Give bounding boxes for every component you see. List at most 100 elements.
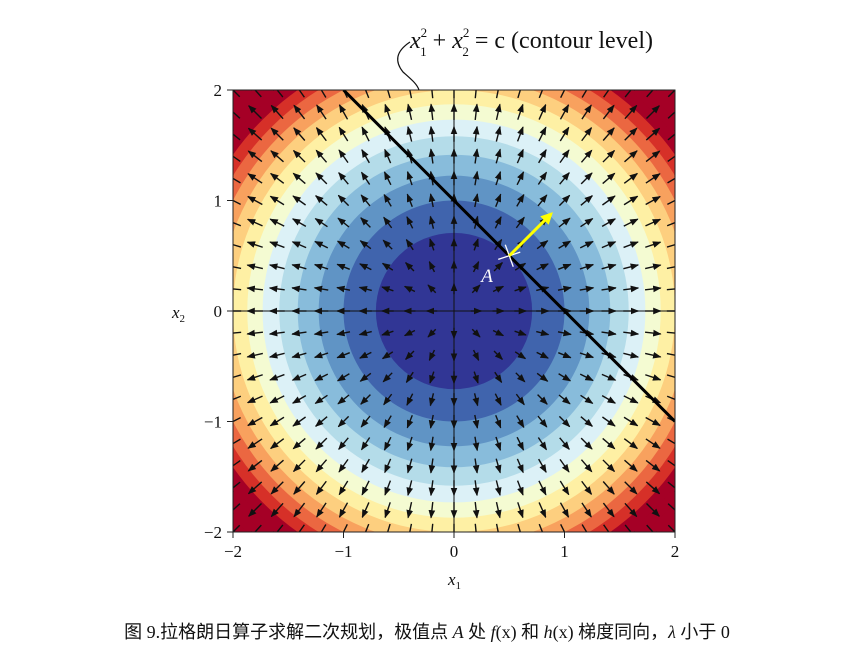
annotation-text: x2 1 + x2 2 = c (contour level) — [409, 25, 653, 59]
quiver-arrow — [292, 149, 306, 163]
quiver-arrow — [580, 149, 593, 163]
quiver-arrow — [516, 148, 524, 164]
quiver-arrow — [623, 241, 639, 249]
quiver-arrow — [581, 524, 592, 532]
quiver-arrow — [516, 193, 525, 207]
quiver-arrow — [494, 371, 503, 384]
quiver-arrow — [428, 414, 436, 429]
quiver-arrow — [292, 416, 307, 427]
quiver-arrow — [268, 263, 285, 271]
quiver-arrow — [270, 104, 284, 120]
quiver-arrow — [537, 194, 548, 207]
quiver-arrow — [292, 437, 306, 450]
quiver-arrow — [233, 90, 241, 98]
caption-mid2: 和 — [516, 622, 544, 642]
quiver-arrow — [517, 502, 524, 519]
quiver-arrow — [428, 458, 436, 474]
quiver-arrow — [406, 125, 414, 142]
quiver-arrow — [558, 217, 571, 228]
quiver-arrow — [269, 373, 285, 381]
quiver-arrow — [667, 417, 675, 426]
quiver-arrow — [384, 523, 391, 532]
y-axis-label: x2 — [171, 303, 185, 325]
quiver-arrow — [472, 170, 480, 186]
quiver-arrow — [557, 285, 572, 293]
quiver-arrow — [538, 480, 547, 496]
quiver-arrow — [428, 480, 436, 497]
quiver-arrow — [494, 125, 502, 142]
caption-hx: (x) — [552, 622, 574, 642]
caption-point: A — [452, 622, 464, 642]
quiver-arrow — [293, 90, 305, 98]
quiver-arrow — [246, 374, 263, 381]
quiver-arrow — [538, 126, 547, 142]
quiver-arrow — [361, 149, 370, 164]
quiver-arrow — [538, 149, 547, 164]
quiver-arrow — [431, 523, 434, 532]
quiver-arrow — [233, 196, 241, 205]
quiver-arrow — [602, 172, 616, 185]
quiver-arrow — [667, 173, 675, 184]
quiver-arrow — [494, 480, 502, 497]
y-tick-label: 0 — [214, 302, 223, 321]
quiver-arrow — [558, 240, 572, 249]
quiver-arrow — [472, 371, 479, 384]
quiver-arrow — [537, 171, 548, 185]
quiver-arrow — [666, 395, 675, 403]
quiver-arrow — [293, 104, 306, 120]
quiver-arrow — [536, 372, 549, 382]
quiver-arrow — [358, 285, 372, 293]
quiver-arrow — [292, 395, 307, 404]
quiver-arrow — [558, 415, 571, 428]
quiver-arrow — [246, 241, 263, 248]
quiver-arrow — [269, 172, 285, 184]
quiver-arrow — [645, 173, 661, 184]
quiver-arrow — [315, 172, 328, 185]
quiver-arrow — [558, 194, 571, 207]
quiver-arrow — [428, 148, 436, 164]
quiver-arrow — [667, 196, 675, 205]
quiver-arrow — [538, 103, 547, 120]
quiver-arrow — [429, 238, 436, 251]
quiver-arrow — [472, 501, 480, 519]
quiver-arrow — [409, 523, 413, 532]
quiver-arrow — [383, 436, 392, 451]
quiver-arrow — [247, 195, 263, 206]
quiver-arrow — [315, 195, 328, 206]
quiver-arrow — [291, 373, 307, 381]
quiver-arrow — [667, 481, 675, 494]
quiver-arrow — [559, 437, 570, 450]
quiver-arrow — [233, 438, 241, 449]
quiver-arrow — [602, 481, 615, 495]
quiver-arrow — [645, 438, 661, 449]
quiver-arrow — [362, 523, 370, 532]
y-tick-label: −2 — [204, 523, 222, 542]
quiver-arrow — [558, 394, 571, 405]
quiver-arrow — [291, 351, 307, 359]
quiver-arrow — [381, 286, 394, 293]
quiver-arrow — [406, 415, 414, 429]
quiver-arrow — [579, 263, 595, 271]
quiver-arrow — [336, 351, 350, 359]
quiver-arrow — [517, 103, 524, 120]
quiver-arrow — [601, 263, 617, 271]
quiver-arrow — [645, 459, 661, 472]
quiver-arrow — [471, 284, 481, 294]
quiver-arrow — [233, 352, 242, 356]
quiver-arrow — [538, 90, 546, 99]
quiver-arrow — [233, 374, 242, 381]
quiver-arrow — [472, 238, 479, 251]
quiver-arrow — [667, 438, 675, 449]
quiver-arrow — [517, 523, 524, 532]
quiver-arrow — [515, 372, 526, 383]
quiver-arrow — [538, 523, 546, 532]
quiver-arrow — [495, 502, 502, 519]
quiver-arrow — [428, 501, 436, 519]
quiver-arrow — [406, 216, 414, 229]
quiver-arrow — [645, 150, 661, 163]
quiver-arrow — [314, 240, 329, 249]
quiver-arrow — [646, 105, 660, 119]
quiver-arrow — [247, 127, 263, 141]
quiver-arrow — [269, 241, 285, 249]
quiver-arrow — [428, 193, 436, 208]
